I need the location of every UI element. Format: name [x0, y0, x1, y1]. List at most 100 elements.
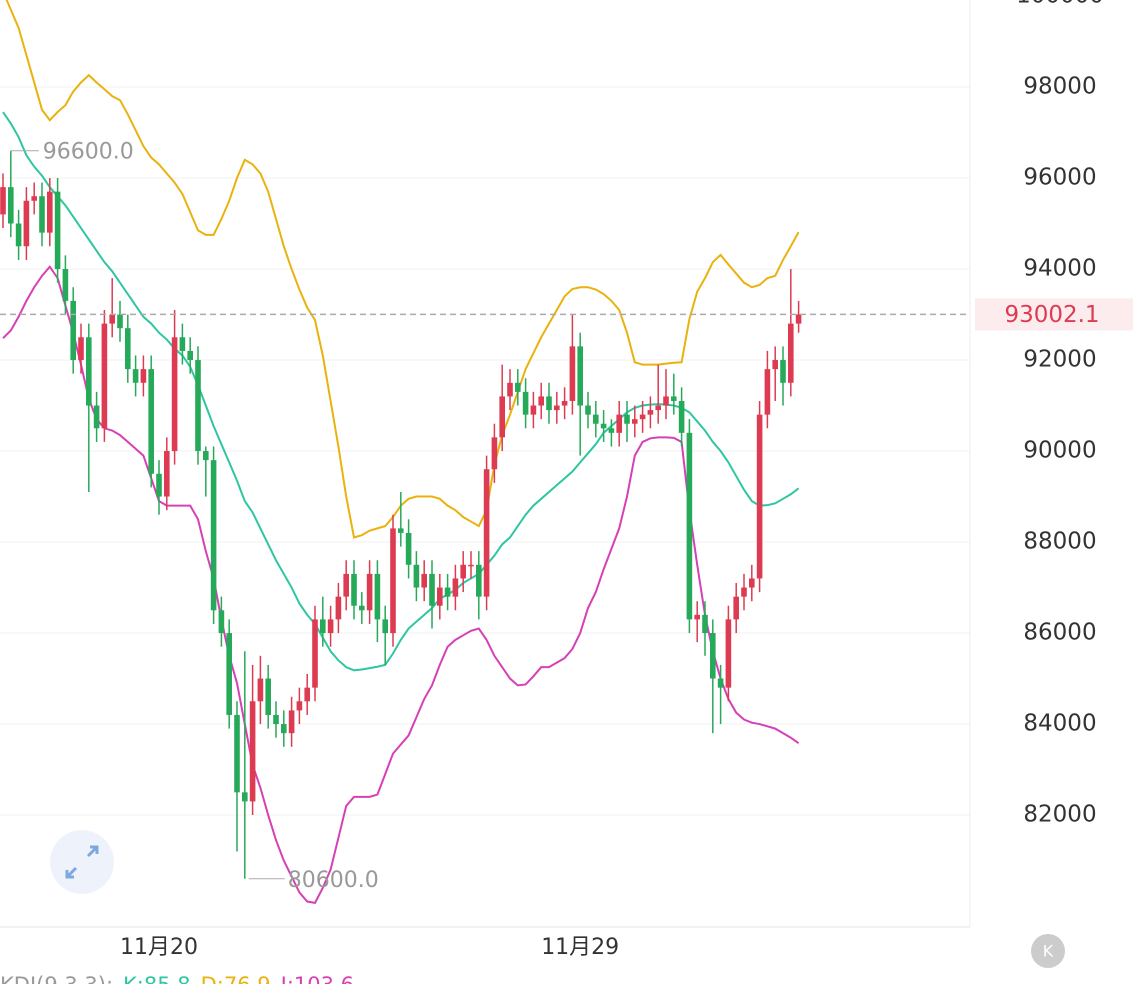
candle-body: [179, 337, 186, 351]
candle-body: [749, 578, 755, 588]
candle-body: [678, 400, 685, 433]
candle-body: [460, 564, 466, 579]
candle-body: [288, 710, 295, 734]
candle-body: [569, 346, 576, 401]
candle-body: [164, 451, 170, 497]
candle-body: [655, 405, 661, 411]
candle-body: [374, 573, 381, 620]
candle-body: [733, 596, 739, 620]
candle-body: [398, 528, 404, 533]
candle-body: [538, 396, 544, 406]
candle-body: [639, 414, 646, 420]
candle-body: [265, 678, 271, 715]
candle-body: [632, 419, 638, 424]
candle-body: [47, 191, 53, 233]
candle-body: [405, 532, 412, 565]
candle-body: [624, 414, 630, 424]
candle-body: [616, 414, 622, 433]
candle-body: [756, 414, 763, 579]
candle-body: [281, 724, 287, 734]
candle-body: [710, 633, 716, 679]
candle-body: [764, 369, 771, 415]
candle-body: [101, 323, 108, 429]
candle-body: [132, 369, 139, 383]
y-tick-label: 92000: [1023, 347, 1096, 373]
expand-button[interactable]: [50, 830, 114, 894]
k-icon: K: [1043, 942, 1054, 961]
candle-body: [210, 460, 217, 611]
grid: [0, 86, 970, 816]
y-tick-label: 96000: [1023, 165, 1096, 191]
candle-body: [725, 619, 732, 688]
x-tick-label: 11月29: [541, 935, 619, 960]
band-line: [2, 111, 800, 672]
candle-body: [8, 187, 14, 224]
candle-body: [795, 314, 802, 324]
candle-body: [702, 614, 708, 634]
candle-body: [671, 396, 677, 401]
candle-body: [273, 714, 279, 725]
y-tick-label: 94000: [1023, 256, 1096, 282]
candle-body: [788, 323, 794, 383]
candle-body: [530, 405, 537, 415]
y-tick-label: 82000: [1023, 802, 1096, 828]
candle-body: [70, 300, 76, 361]
candle-body: [483, 469, 490, 597]
expand-icon: [65, 845, 99, 879]
candle-body: [343, 573, 349, 597]
candle-body: [772, 360, 778, 370]
plot-area: [0, 0, 802, 904]
candle-body: [608, 428, 615, 433]
candle-body: [359, 605, 365, 611]
k-button[interactable]: [1031, 934, 1065, 968]
candle-body: [327, 619, 334, 634]
candle-body: [663, 396, 669, 406]
candle-body: [600, 423, 607, 429]
candle-body: [577, 346, 583, 406]
candle-body: [249, 701, 256, 802]
candle-body: [452, 578, 459, 597]
y-tick-label: 88000: [1023, 529, 1096, 555]
candle-body: [203, 451, 209, 461]
candle-body: [499, 396, 505, 438]
candle-body: [476, 564, 482, 597]
candle-body: [320, 619, 326, 634]
candle-body: [366, 573, 373, 611]
y-tick-label: 86000: [1023, 620, 1096, 646]
candle-body: [390, 528, 396, 634]
kdj-label: KDJ(9,3,3):: [0, 973, 113, 984]
candle-body: [156, 473, 162, 497]
candle-body: [429, 573, 435, 606]
overlay: 96600.0 80600.0 93002.1: [0, 140, 1133, 893]
candle-body: [522, 391, 529, 415]
candle-body: [117, 314, 123, 329]
last-price-label: 93002.1: [1004, 302, 1099, 328]
candle-body: [23, 200, 30, 247]
candle-body: [15, 223, 22, 247]
candle-body: [0, 187, 6, 215]
candle-body: [546, 396, 552, 411]
candle-body: [507, 382, 513, 397]
candle-body: [187, 350, 193, 361]
candle-body: [148, 369, 154, 474]
candle-body: [39, 196, 45, 233]
candle-body: [93, 405, 100, 429]
y-tick-label: 84000: [1023, 711, 1096, 737]
candle-body: [491, 437, 498, 470]
kdj-label: J:103.6: [279, 973, 354, 984]
candle-body: [585, 405, 591, 415]
band-line: [2, 265, 800, 904]
candle-body: [437, 587, 443, 606]
y-tick-label: 98000: [1023, 74, 1096, 100]
candle-body: [413, 564, 420, 588]
candle-body: [125, 328, 131, 370]
candle-body: [351, 573, 357, 606]
candle-body: [554, 405, 560, 411]
candle-body: [780, 360, 786, 383]
candle-body: [234, 714, 240, 793]
candle-body: [468, 564, 474, 567]
candle-body: [561, 400, 568, 406]
candle-body: [296, 701, 303, 711]
x-tick-label: 11月20: [120, 935, 198, 960]
